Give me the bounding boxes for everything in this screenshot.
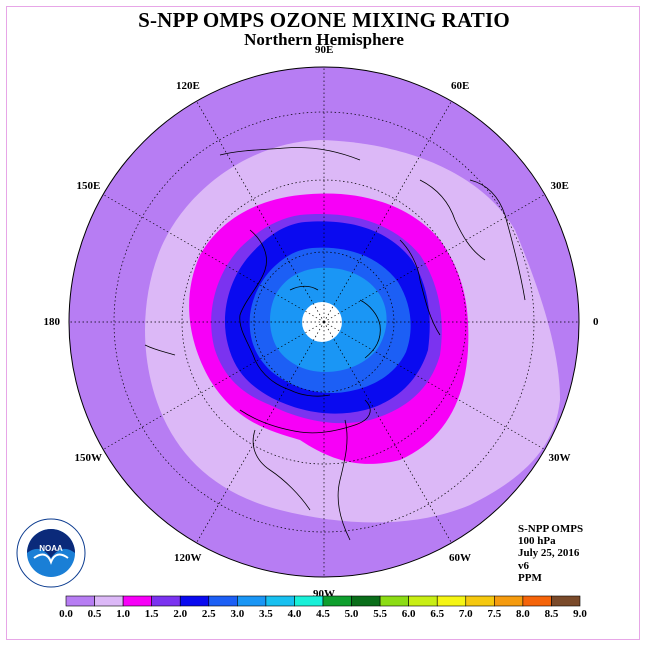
colorbar-tick-label: 0.0 [59, 608, 73, 620]
colorbar-swatch [208, 595, 238, 607]
longitude-label: 150W [74, 452, 102, 464]
colorbar-tick-label: 4.5 [316, 608, 330, 620]
longitude-label: 30E [550, 180, 569, 192]
longitude-label: 60W [449, 551, 471, 564]
info-level: 100 hPa [518, 535, 556, 548]
info-instrument: S-NPP OMPS [518, 523, 584, 535]
colorbar-swatch [237, 595, 267, 607]
colorbar-swatch [351, 595, 381, 607]
meridian-line [323, 321, 452, 544]
colorbar-tick-label: 1.0 [116, 608, 130, 620]
meridian-line [323, 100, 452, 323]
map-boundary [68, 66, 580, 578]
colorbar-tick-label: 1.5 [144, 608, 159, 620]
colorbar-swatch [465, 595, 495, 607]
colorbar-swatch [322, 595, 352, 607]
colorbar-tick-label: 2.5 [201, 608, 216, 620]
colorbar-swatch [494, 595, 524, 607]
colorbar-tick-label: 6.5 [430, 608, 445, 620]
colorbar-tick-label: 3.5 [259, 608, 273, 620]
info-units: PPM [518, 571, 542, 584]
colorbar-tick-label: 6.0 [401, 608, 416, 620]
page-title: S-NPP OMPS OZONE MIXING RATIO [138, 8, 510, 32]
colorbar-swatch [151, 595, 181, 607]
info-version: v6 [518, 559, 529, 572]
colorbar-swatch [122, 595, 152, 607]
colorbar-tick-label: 3.0 [230, 608, 245, 620]
colorbar-swatch [522, 595, 552, 607]
meridian-line [196, 100, 325, 323]
colorbar-swatch [551, 595, 581, 607]
longitude-label: 120E [176, 80, 200, 93]
colorbar-swatch [65, 595, 95, 607]
colorbar-swatch [94, 595, 124, 607]
longitude-label: 120W [174, 551, 202, 564]
longitude-label: 0 [593, 316, 599, 328]
colorbar-tick-label: 5.5 [373, 608, 387, 620]
page-subtitle: Northern Hemisphere [244, 30, 404, 49]
meridian-line [323, 194, 546, 323]
colorbar-tick-label: 2.0 [173, 608, 188, 620]
info-date: July 25, 2016 [518, 547, 580, 560]
coastlines [144, 147, 526, 541]
colorbar-tick-label: 8.5 [544, 608, 559, 620]
longitude-label: 180 [43, 316, 61, 328]
meridian-line [196, 321, 325, 544]
info-panel: S-NPP OMPS 100 hPa July 25, 2016 v6 PPM [518, 523, 583, 584]
meridians [69, 67, 579, 577]
colorbar-tick-label: 5.0 [344, 608, 359, 620]
colorbar-swatch [408, 595, 438, 607]
colorbar-tick-label: 7.0 [458, 608, 473, 620]
colorbar-tick-label: 8.0 [516, 608, 530, 620]
colorbar-swatch [179, 595, 210, 607]
colorbar-swatch [379, 595, 409, 607]
colorbar-swatch [436, 595, 467, 607]
meridian-line [323, 321, 546, 450]
pole-missing-data [302, 302, 342, 342]
colorbar-swatch [294, 595, 324, 607]
figure-frame [6, 6, 640, 640]
colorbar-tick-label: 4.0 [287, 608, 302, 620]
longitude-label: 60E [451, 80, 470, 93]
longitude-label: 90E [315, 44, 334, 56]
colorbar-swatch [265, 595, 295, 607]
longitude-label: 30W [548, 452, 571, 464]
logo-text: NOAA [39, 544, 63, 553]
colorbar-tick-label: 7.5 [487, 608, 502, 620]
meridian-line [102, 194, 325, 323]
meridian-line [102, 321, 325, 450]
colorbar-tick-label: 0.5 [87, 608, 102, 620]
colorbar-tick-label: 9.0 [573, 608, 587, 620]
noaa-logo: NOAA [16, 518, 86, 588]
longitude-label: 150E [76, 180, 101, 192]
graticule [113, 111, 535, 533]
